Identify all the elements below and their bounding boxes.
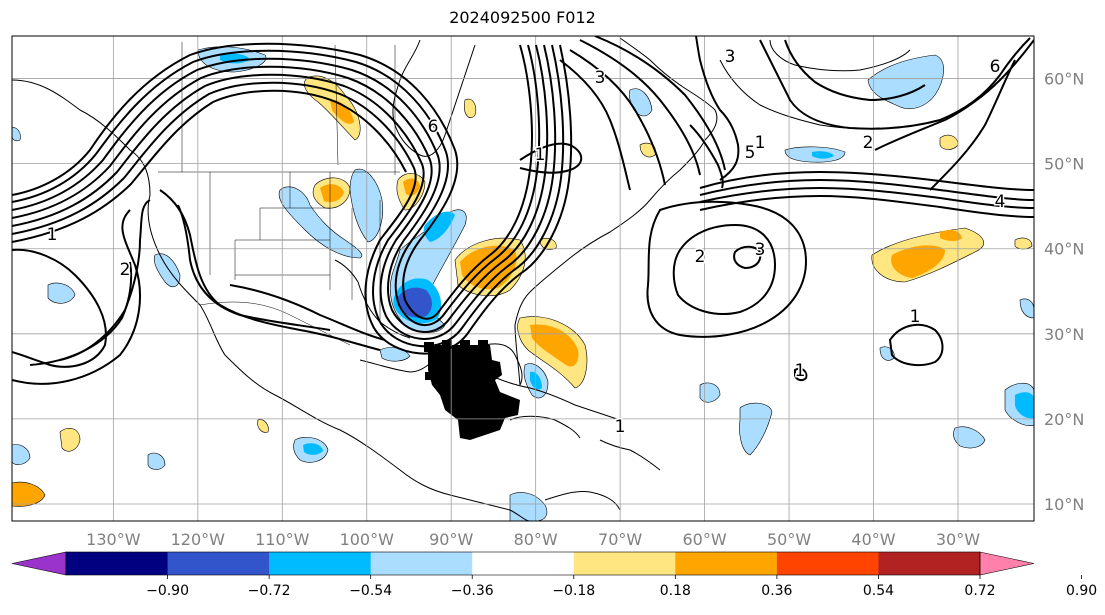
- colorbar-segment: [66, 552, 169, 575]
- negative-anomaly: [303, 443, 323, 455]
- positive-anomaly: [940, 230, 962, 241]
- colorbar-tick-label: −0.36: [451, 583, 494, 599]
- latitude-label: 30°N: [1044, 325, 1084, 344]
- colorbar-tick-label: 0.18: [660, 583, 691, 599]
- colorbar-extend-low: [11, 551, 67, 576]
- contour-value-label: 3: [725, 47, 736, 67]
- contour-value-label: 1: [535, 145, 546, 165]
- positive-anomaly: [12, 481, 46, 507]
- positive-anomaly: [320, 184, 344, 202]
- latitude-label: 10°N: [1044, 495, 1084, 514]
- colorbar-tick-label: −0.18: [552, 583, 595, 599]
- positive-anomaly: [464, 98, 477, 119]
- contour-value-label: 6: [428, 117, 439, 137]
- colorbar-tick-label: 0.90: [1066, 583, 1097, 599]
- latitude-label: 20°N: [1044, 410, 1084, 429]
- latitude-label: 40°N: [1044, 240, 1084, 259]
- positive-anomaly: [639, 142, 656, 158]
- longitude-label: 100°W: [340, 530, 395, 549]
- contour-value-label: 2: [695, 247, 706, 267]
- colorbar-segment: [370, 552, 473, 575]
- contour-value-label: 1: [910, 307, 921, 327]
- contour-value-label: 2: [120, 260, 131, 280]
- negative-anomaly: [953, 426, 986, 449]
- longitude-labels: 130°W 120°W 110°W 100°W 90°W 80°W 70°W 60°W 50°W…: [86, 530, 980, 549]
- negative-anomaly: [423, 211, 455, 242]
- negative-anomaly: [1015, 392, 1034, 419]
- latitude-label: 60°N: [1044, 70, 1084, 89]
- contour-value-label: 2: [863, 133, 874, 153]
- negative-anomaly: [867, 54, 944, 109]
- colorbar-segment: [878, 552, 981, 575]
- gridlines: [12, 36, 1034, 521]
- colorbar-tick-label: −0.54: [349, 583, 392, 599]
- contour-value-label: 1: [47, 225, 58, 245]
- positive-anomaly: [59, 427, 81, 452]
- map-background: [12, 36, 1034, 521]
- negative-anomaly: [12, 444, 31, 465]
- longitude-label: 70°W: [598, 530, 642, 549]
- negative-anomaly: [398, 287, 432, 318]
- positive-anomaly: [330, 99, 354, 124]
- colorbar-segment: [776, 552, 879, 575]
- negative-anomaly: [349, 168, 383, 243]
- colorbar: −0.90 −0.72 −0.54 −0.36 −0.18 0.18 0.36 0.54 0.7…: [11, 551, 1097, 599]
- contour-value-label: 5: [745, 143, 756, 163]
- latitude-labels: 10°N 20°N 30°N 40°N 50°N 60°N: [1044, 70, 1084, 514]
- negative-anomaly: [147, 452, 166, 470]
- colorbar-segment: [167, 552, 270, 575]
- negative-anomaly: [699, 382, 721, 403]
- negative-anomaly: [47, 282, 76, 304]
- colorbar-segment: [675, 552, 778, 575]
- contour-value-label: 1: [795, 361, 806, 381]
- shading-layer: [12, 46, 1034, 521]
- map-title: 2024092500 F012: [449, 8, 596, 27]
- positive-anomaly: [530, 324, 579, 367]
- colorbar-tick-label: 0.36: [761, 583, 792, 599]
- contour-value-label: 1: [755, 133, 766, 153]
- longitude-label: 120°W: [171, 530, 226, 549]
- contour-value-label: 3: [595, 68, 606, 88]
- colorbar-tick-label: 0.72: [964, 583, 995, 599]
- contour-value-label: 1: [615, 417, 626, 437]
- longitude-label: 130°W: [86, 530, 141, 549]
- longitude-label: 110°W: [255, 530, 310, 549]
- colorbar-extend-high: [979, 551, 1035, 576]
- negative-anomaly: [739, 402, 773, 456]
- negative-anomaly: [812, 151, 834, 159]
- latitude-label: 50°N: [1044, 155, 1084, 174]
- positive-anomaly: [257, 419, 269, 433]
- colorbar-segment: [472, 552, 575, 575]
- colorbar-segment: [573, 552, 676, 575]
- contour-labels: 1 1 1 1 1 1 2 2 2 3 3 3 4 5 6 6: [45, 46, 1007, 439]
- colorbar-tick-label: −0.90: [146, 583, 189, 599]
- colorbar-frame: [65, 551, 981, 576]
- longitude-label: 30°W: [936, 530, 980, 549]
- colorbar-tick-label: −0.72: [248, 583, 291, 599]
- colorbar-segment: [269, 552, 372, 575]
- contour-value-label: 4: [995, 192, 1006, 212]
- colorbar-tick-label: 0.54: [863, 583, 894, 599]
- positive-anomaly: [891, 245, 945, 278]
- positive-anomaly: [1014, 237, 1033, 250]
- longitude-label: 80°W: [514, 530, 558, 549]
- contour-value-label: 3: [755, 240, 766, 260]
- longitude-label: 90°W: [429, 530, 473, 549]
- map-area: 1 1 1 1 1 1 2 2 2 3 3 3 4 5 6 6: [12, 36, 1034, 521]
- contour-lines: [12, 36, 1034, 385]
- negative-anomaly: [1019, 298, 1034, 319]
- contour-value-label: 6: [990, 57, 1001, 77]
- longitude-label: 40°W: [851, 530, 895, 549]
- longitude-label: 50°W: [767, 530, 811, 549]
- longitude-label: 60°W: [683, 530, 727, 549]
- map-frame: [11, 35, 1035, 522]
- negative-anomaly: [379, 347, 411, 362]
- negative-anomaly: [153, 253, 181, 288]
- negative-anomaly: [278, 186, 363, 259]
